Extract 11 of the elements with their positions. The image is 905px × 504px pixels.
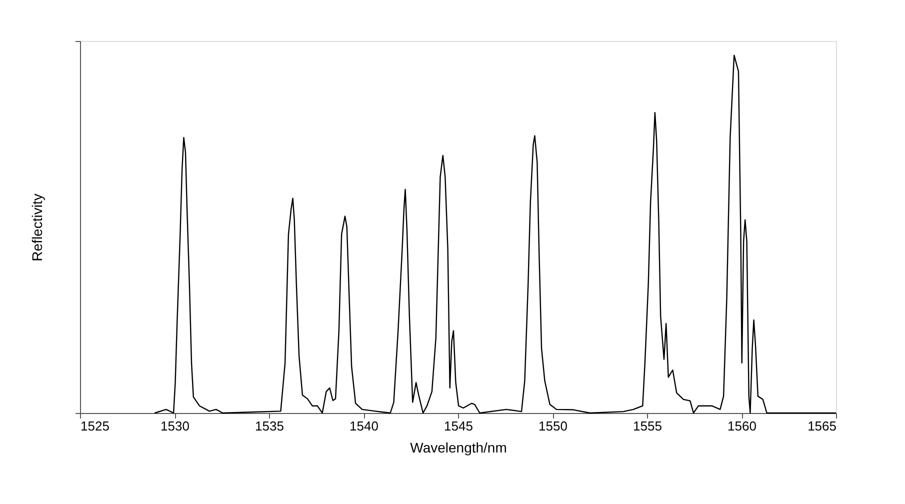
y-axis-title: Reflectivity	[29, 194, 45, 262]
x-tick-label: 1535	[255, 418, 284, 434]
x-tick-label: 1560	[728, 418, 756, 434]
x-tick-label: 1545	[444, 418, 473, 434]
x-tick-label: 1565	[808, 418, 836, 434]
x-tick-label: 1550	[538, 418, 568, 434]
x-tick-label: 1540	[350, 418, 378, 434]
x-tick-label: 1555	[633, 418, 662, 434]
x-axis-title: Wavelength/nm	[410, 440, 507, 456]
x-tick-label: 1525	[80, 418, 110, 434]
x-tick-label: 1530	[160, 418, 190, 434]
